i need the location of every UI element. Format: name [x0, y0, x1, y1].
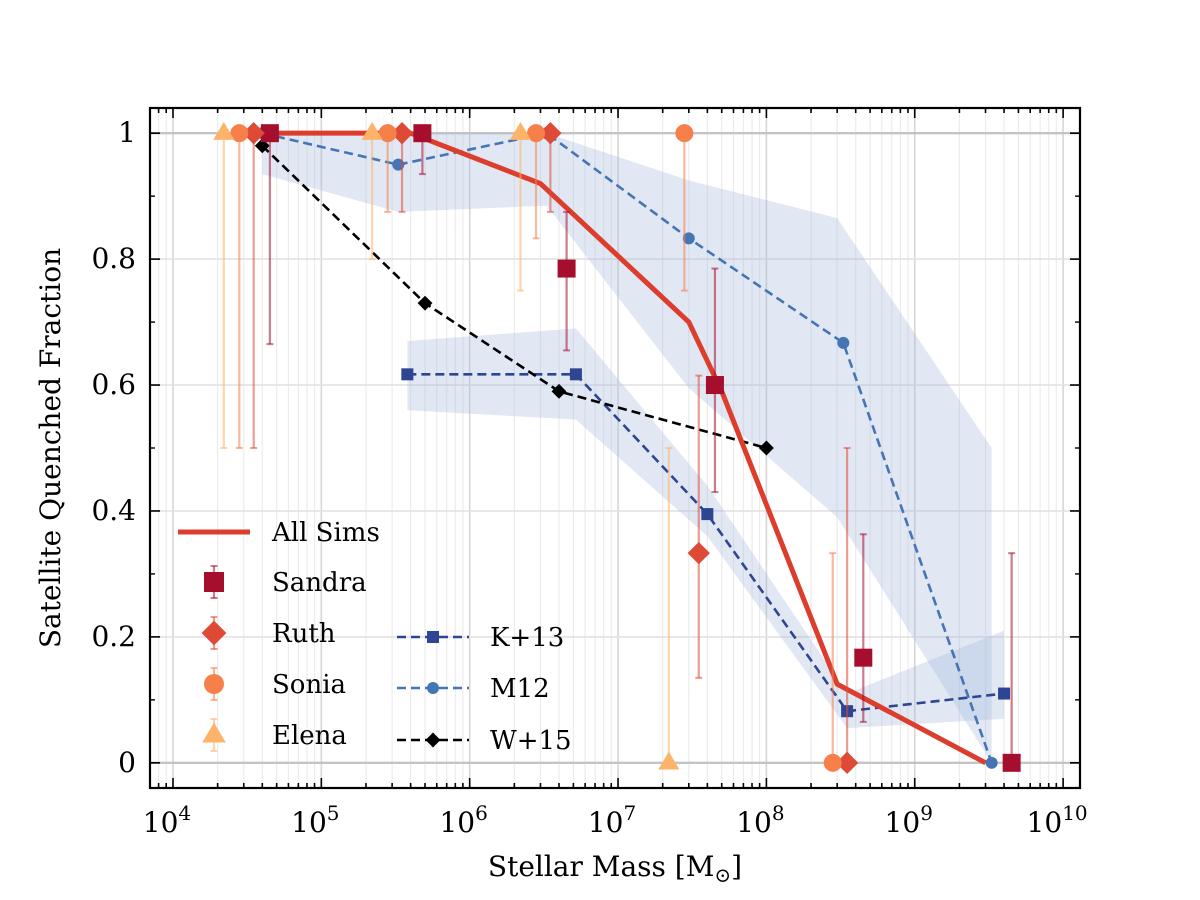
x-tick-label: 104 [143, 801, 191, 839]
legend-label-m12: M12 [490, 674, 550, 704]
y-tick-label: 1 [118, 116, 136, 149]
point-k-13 [401, 368, 414, 381]
all-sims-series [243, 130, 987, 766]
x-tick-base: 10 [439, 806, 475, 839]
point-sandra [557, 259, 576, 278]
x-tick-exponent: 4 [178, 801, 191, 825]
x-tick-exponent: 6 [475, 801, 488, 825]
x-tick-exponent: 5 [327, 801, 340, 825]
legend-marker-w-15 [425, 732, 441, 748]
y-tick-label: 0 [118, 746, 136, 779]
legend-label-k-13: K+13 [490, 623, 564, 653]
x-tick-label: 107 [588, 801, 636, 839]
x-tick-exponent: 9 [920, 801, 933, 825]
point-sandra [705, 376, 724, 395]
y-tick-label: 0.8 [91, 242, 136, 275]
legend-label-w-15: W+15 [490, 726, 572, 756]
legend-marker-elena [202, 722, 226, 743]
x-tick-base: 10 [588, 806, 624, 839]
point-ruth [242, 122, 265, 145]
band-k-13 [407, 328, 1005, 729]
point-sonia [823, 753, 842, 772]
axis-ticks [149, 108, 1080, 788]
legend-label-elena: Elena [272, 721, 347, 751]
x-tick-base: 10 [291, 806, 327, 839]
grid-lines [149, 108, 1080, 788]
point-w-15 [417, 295, 433, 311]
legend-marker-m12 [427, 682, 439, 694]
point-k-13 [998, 687, 1011, 700]
point-elena [213, 122, 235, 140]
point-elena [658, 751, 680, 770]
point-sandra [413, 124, 432, 143]
point-m12 [985, 756, 998, 769]
x-tick-label: 105 [291, 801, 339, 839]
point-k-13 [569, 368, 582, 381]
x-tick-base: 10 [143, 806, 179, 839]
x-tick-label: 108 [736, 801, 784, 839]
x-tick-exponent: 10 [1062, 801, 1087, 825]
point-w-15 [758, 440, 774, 456]
error-bars [220, 132, 1016, 764]
band-m12 [262, 133, 992, 763]
point-m12 [837, 336, 850, 349]
legend-marker-k-13 [427, 631, 439, 643]
line-w-15 [261, 144, 767, 450]
x-tick-label: 109 [885, 801, 933, 839]
point-sandra [854, 648, 873, 667]
legend-label-all-sims: All Sims [271, 518, 380, 548]
line-k-13 [407, 373, 1005, 713]
x-tick-base: 10 [885, 806, 921, 839]
point-k-13 [701, 508, 714, 521]
point-sonia [230, 124, 249, 143]
x-tick-label: 1010 [1027, 801, 1088, 839]
legend-label-ruth: Ruth [272, 619, 336, 649]
x-axis-title: Stellar Mass [M⊙] [488, 850, 742, 887]
legend-marker-sonia [204, 674, 224, 694]
x-tick-base: 10 [736, 806, 772, 839]
y-axis-title: Satellite Quenched Fraction [34, 248, 67, 648]
legend-marker-ruth [201, 620, 227, 646]
line-all-sims [243, 130, 987, 766]
point-w-15 [551, 383, 567, 399]
x-axis-title-close: ] [731, 850, 742, 883]
x-axis-title-subscript: ⊙ [714, 863, 731, 887]
scatter-bands [262, 133, 1005, 763]
y-tick-label: 0.4 [91, 494, 136, 527]
legend-label-sonia: Sonia [272, 670, 346, 700]
point-ruth [539, 122, 562, 145]
point-sonia [675, 124, 694, 143]
x-tick-label: 106 [439, 801, 487, 839]
legend-label-sandra: Sandra [272, 568, 367, 598]
legend: All Sims Sandra Ruth Sonia Elena K+13 M12 W+15 [178, 518, 572, 756]
simulation-markers [213, 122, 1021, 774]
point-ruth [835, 751, 859, 774]
point-ruth [687, 541, 710, 565]
y-tick-label: 0.2 [91, 620, 136, 653]
point-ruth [390, 122, 414, 145]
line-m12 [262, 131, 993, 764]
x-tick-base: 10 [1027, 806, 1063, 839]
point-sonia [527, 124, 546, 143]
point-elena [361, 122, 383, 140]
x-tick-exponent: 8 [772, 801, 785, 825]
point-elena [509, 122, 532, 140]
legend-marker-sandra [204, 572, 224, 592]
point-sandra [260, 124, 279, 143]
y-tick-label: 0.6 [91, 368, 136, 401]
point-m12 [682, 232, 695, 245]
x-tick-exponent: 7 [623, 801, 636, 825]
point-sonia [378, 124, 397, 143]
point-sandra [1002, 753, 1021, 772]
